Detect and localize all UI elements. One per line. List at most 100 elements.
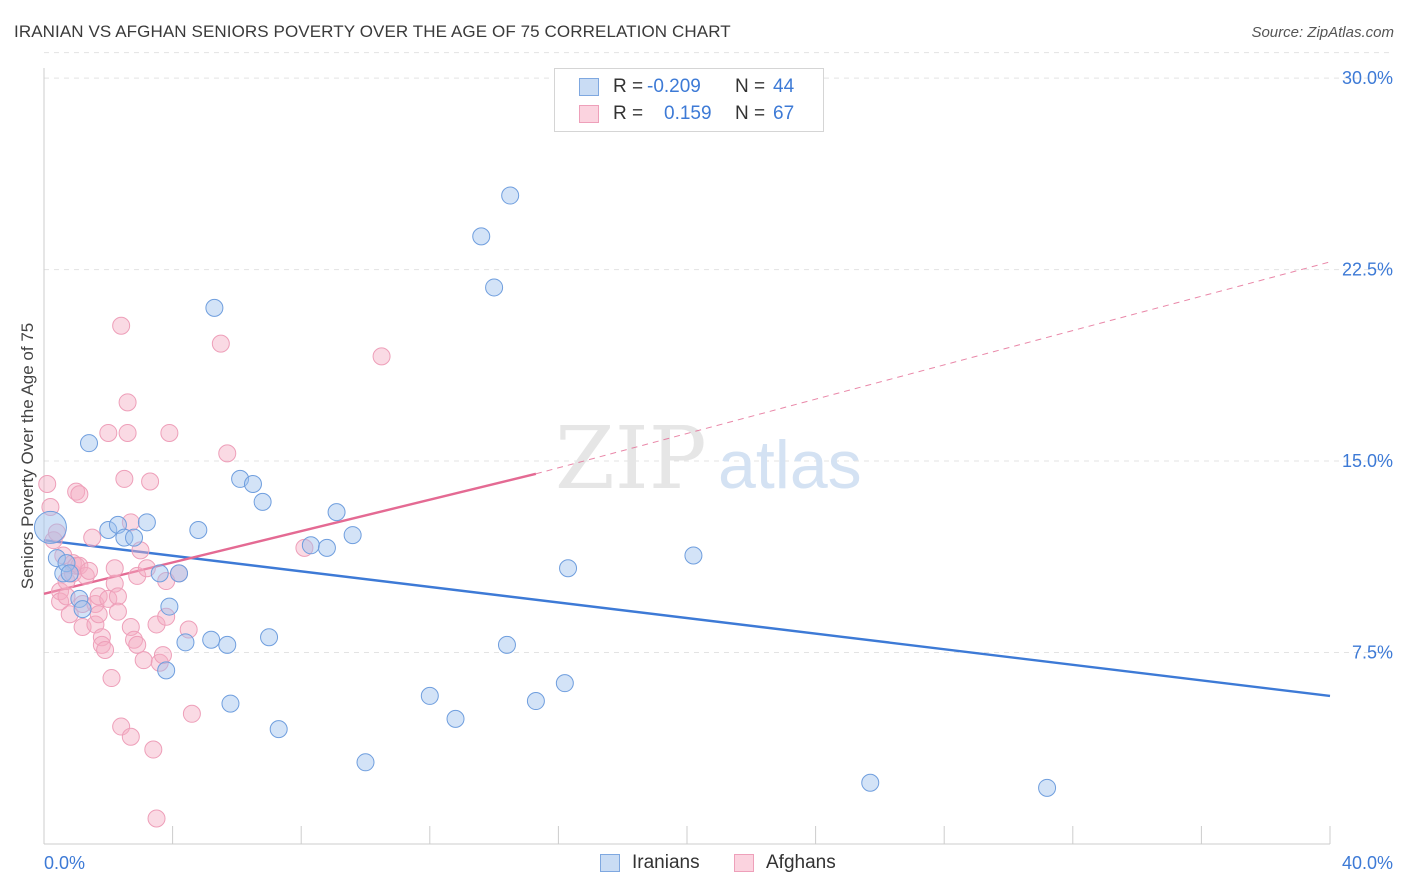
iranians-point — [33, 510, 67, 544]
x-tick-label-min: 0.0% — [44, 853, 85, 873]
afghans-points — [38, 316, 391, 828]
iranians-point — [189, 520, 208, 539]
afghans-point — [153, 646, 172, 665]
y-tick-label: 30.0% — [1342, 68, 1393, 88]
afghans-trend-extension — [535, 261, 1331, 475]
afghans-swatch — [579, 105, 599, 123]
iranians-point — [243, 475, 262, 494]
iranians-point — [861, 773, 880, 792]
gridlines — [44, 52, 1392, 654]
iranians-point — [137, 513, 156, 532]
iranians-point — [420, 686, 439, 705]
afghans-point — [211, 334, 230, 353]
r-value: 0.159 — [664, 103, 712, 124]
afghans-point — [128, 635, 147, 654]
iranians-point — [125, 528, 144, 547]
afghans-point — [141, 472, 160, 491]
iranians-point — [221, 694, 240, 713]
iranians-point — [327, 503, 346, 522]
y-tick-label: 7.5% — [1352, 643, 1393, 663]
iranians-legend-swatch — [600, 854, 620, 872]
afghans-point — [105, 559, 124, 578]
iranians-point — [253, 492, 272, 511]
afghans-legend-swatch — [734, 854, 754, 872]
afghans-point — [92, 635, 111, 654]
iranians-point — [73, 600, 92, 619]
iranians-point — [57, 554, 76, 573]
afghans-point — [128, 566, 147, 585]
x-tick-label-max: 40.0% — [1342, 853, 1393, 873]
iranians-point — [115, 528, 134, 547]
watermark-atlas: atlas — [718, 427, 862, 503]
iranians-point — [343, 526, 362, 545]
iranians-points — [33, 186, 1057, 797]
afghans-point — [96, 640, 115, 659]
afghans-point — [157, 607, 176, 626]
n-label: N = — [735, 103, 766, 124]
chart-title: IRANIAN VS AFGHAN SENIORS POVERTY OVER T… — [14, 22, 731, 41]
n-label: N = — [735, 76, 766, 97]
tick-labels: 7.5% 15.0% 22.5% 30.0% 0.0% 40.0% — [44, 68, 1393, 873]
afghans-point — [38, 475, 57, 494]
iranians-trend-line — [43, 539, 1331, 698]
iranians-point — [555, 674, 574, 693]
afghans-point — [121, 727, 140, 746]
afghans-point — [115, 469, 134, 488]
iranians-point — [501, 186, 520, 205]
r-label: R = — [613, 76, 644, 97]
n-value: 67 — [773, 103, 795, 124]
afghans-point — [372, 347, 391, 366]
iranians-point — [446, 709, 465, 728]
iranians-point — [99, 520, 118, 539]
trend-lines — [43, 261, 1331, 698]
axes — [43, 68, 1331, 845]
afghans-point — [102, 669, 121, 688]
afghans-point — [73, 595, 92, 614]
afghans-point — [112, 316, 131, 335]
afghans-point — [144, 740, 163, 759]
afghans-point — [99, 423, 118, 442]
iranians-swatch — [579, 78, 599, 96]
afghans-point — [160, 423, 179, 442]
iranians-point — [497, 635, 516, 654]
afghans-point — [218, 444, 237, 463]
r-label: R = — [613, 103, 644, 124]
iranians-legend-label: Iranians — [632, 852, 700, 873]
afghans-point — [80, 561, 99, 580]
iranians-point — [176, 633, 195, 652]
iranians-point — [684, 546, 703, 565]
afghans-legend-label: Afghans — [766, 852, 836, 873]
afghans-point — [67, 482, 86, 501]
afghans-point — [134, 651, 153, 670]
iranians-point — [356, 753, 375, 772]
afghans-point — [76, 566, 95, 585]
afghans-point — [89, 605, 108, 624]
iranians-point — [70, 589, 89, 608]
iranians-point — [317, 538, 336, 557]
afghans-point — [118, 393, 137, 412]
iranians-point — [54, 564, 73, 583]
iranians-point — [472, 227, 491, 246]
iranians-point — [485, 278, 504, 297]
iranians-point — [205, 298, 224, 317]
iranians-point — [170, 564, 189, 583]
iranians-point — [559, 559, 578, 578]
afghans-trend-line — [43, 472, 537, 595]
iranians-point — [1038, 778, 1057, 797]
iranians-point — [150, 564, 169, 583]
afghans-point — [118, 423, 137, 442]
iranians-point — [526, 692, 545, 711]
n-value: 44 — [773, 76, 795, 97]
iranians-point — [260, 628, 279, 647]
afghans-point — [182, 704, 201, 723]
iranians-point — [60, 564, 79, 583]
afghans-point — [147, 615, 166, 634]
watermark-zip: ZIP — [555, 409, 707, 509]
iranians-point — [80, 434, 99, 453]
r-value: -0.209 — [647, 76, 701, 97]
iranians-point — [269, 720, 288, 739]
iranians-point — [202, 630, 221, 649]
y-tick-label: 15.0% — [1342, 451, 1393, 471]
iranians-point — [301, 536, 320, 555]
